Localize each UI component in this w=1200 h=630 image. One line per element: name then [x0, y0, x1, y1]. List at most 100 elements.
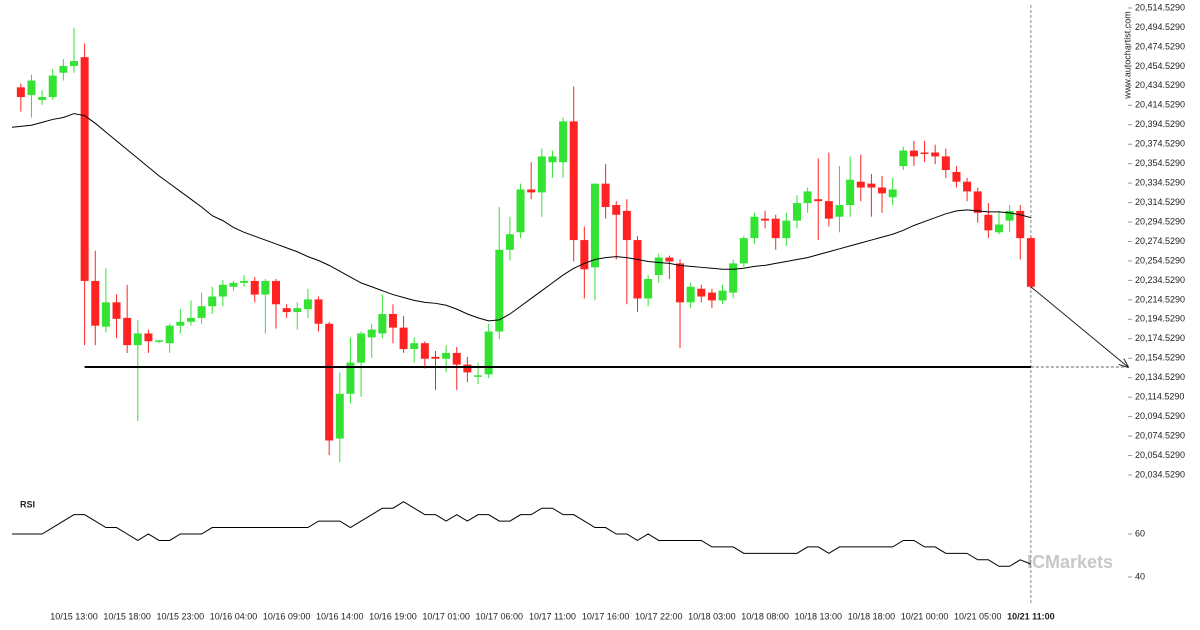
y-tick-label: 20,094.5290 — [1135, 411, 1185, 421]
candle-body — [346, 362, 355, 394]
candle-body — [909, 150, 918, 157]
candle-body — [920, 152, 929, 155]
x-tick-label: 10/21 00:00 — [901, 611, 949, 621]
candle-body — [240, 280, 249, 283]
candle-body — [824, 201, 833, 219]
y-tick-label: 20,054.5290 — [1135, 450, 1185, 460]
candle-body — [878, 187, 887, 194]
x-tick-label: 10/21 11:00 — [1007, 611, 1055, 621]
y-tick-label: 20,174.5290 — [1135, 333, 1185, 343]
x-tick-label: 10/16 04:00 — [210, 611, 258, 621]
y-tick-label: 20,294.5290 — [1135, 216, 1185, 226]
y-tick-label: 20,474.5290 — [1135, 41, 1185, 51]
candle-body — [994, 224, 1003, 233]
rsi-tick-label: 40 — [1135, 571, 1145, 581]
x-tick-label: 10/17 01:00 — [422, 611, 470, 621]
candle-body — [888, 189, 897, 198]
candle-body — [463, 364, 472, 373]
x-tick-label: 10/15 13:00 — [50, 611, 98, 621]
x-tick-label: 10/15 18:00 — [103, 611, 151, 621]
y-tick-label: 20,074.5290 — [1135, 430, 1185, 440]
candle-body — [516, 189, 525, 233]
x-tick-label: 10/17 16:00 — [582, 611, 630, 621]
candle-body — [707, 292, 716, 301]
candle-body — [718, 290, 727, 301]
candle-body — [729, 263, 738, 293]
candle-body — [548, 156, 557, 163]
candle-body — [856, 181, 865, 188]
candle-body — [38, 97, 47, 100]
candle-body — [197, 306, 206, 318]
candle-body — [952, 171, 961, 182]
candle-body — [218, 284, 227, 297]
candle-body — [590, 183, 599, 268]
candle-body — [814, 199, 823, 202]
y-tick-label: 20,434.5290 — [1135, 80, 1185, 90]
candle-body — [420, 343, 429, 359]
candle-body — [846, 179, 855, 206]
y-tick-label: 20,374.5290 — [1135, 139, 1185, 149]
candle-body — [303, 299, 312, 310]
y-tick-label: 20,194.5290 — [1135, 314, 1185, 324]
rsi-tick-label: 60 — [1135, 528, 1145, 538]
candle-body — [101, 302, 110, 327]
x-tick-label: 10/16 14:00 — [316, 611, 364, 621]
candle-body — [176, 321, 185, 326]
x-tick-label: 10/18 13:00 — [794, 611, 842, 621]
candle-body — [899, 150, 908, 167]
candle-body — [186, 317, 195, 322]
candle-body — [761, 218, 770, 221]
candle-body — [569, 121, 578, 241]
candle-body — [1026, 238, 1035, 287]
candle-body — [27, 80, 36, 96]
candle-body — [495, 249, 504, 332]
candle-body — [984, 214, 993, 231]
candle-body — [601, 183, 610, 207]
y-tick-label: 20,454.5290 — [1135, 61, 1185, 71]
moving-average — [11, 113, 1032, 322]
candle-body — [272, 280, 281, 305]
candle-body — [357, 333, 366, 363]
x-tick-label: 10/18 18:00 — [848, 611, 896, 621]
candle-body — [367, 329, 376, 338]
source-label: www.autochartist.com — [1122, 11, 1132, 100]
x-tick-label: 10/16 19:00 — [369, 611, 417, 621]
candle-body — [165, 325, 174, 344]
x-tick-label: 10/16 09:00 — [263, 611, 311, 621]
candle-body — [144, 333, 153, 342]
candle-body — [644, 278, 653, 299]
candle-body — [612, 205, 621, 215]
y-tick-label: 20,154.5290 — [1135, 353, 1185, 363]
candle-body — [399, 327, 408, 350]
candle-body — [973, 191, 982, 213]
y-tick-label: 20,274.5290 — [1135, 236, 1185, 246]
candle-body — [697, 288, 706, 297]
candle-body — [867, 183, 876, 188]
candle-body — [739, 238, 748, 264]
candle-body — [1016, 210, 1025, 239]
candle-body — [70, 61, 78, 66]
candle-body — [1005, 210, 1014, 221]
y-tick-label: 20,134.5290 — [1135, 372, 1185, 382]
y-tick-label: 20,514.5290 — [1135, 2, 1185, 12]
candle-body — [48, 75, 57, 98]
x-tick-label: 10/17 22:00 — [635, 611, 683, 621]
candle-body — [442, 352, 451, 359]
candle-body — [293, 308, 302, 313]
candle-body — [59, 65, 68, 73]
candle-body — [155, 340, 164, 342]
candle-body — [686, 286, 695, 303]
y-tick-label: 20,394.5290 — [1135, 119, 1185, 129]
y-tick-label: 20,494.5290 — [1135, 22, 1185, 32]
candle-body — [559, 121, 568, 163]
candle-body — [452, 352, 461, 365]
candle-body — [410, 343, 419, 350]
x-tick-label: 10/17 11:00 — [529, 611, 576, 621]
watermark: ICMarkets — [1027, 552, 1113, 572]
candle-body — [378, 314, 387, 334]
candle-body — [537, 156, 546, 193]
candle-body — [941, 156, 950, 171]
candle-body — [80, 57, 89, 281]
y-tick-label: 20,234.5290 — [1135, 275, 1185, 285]
